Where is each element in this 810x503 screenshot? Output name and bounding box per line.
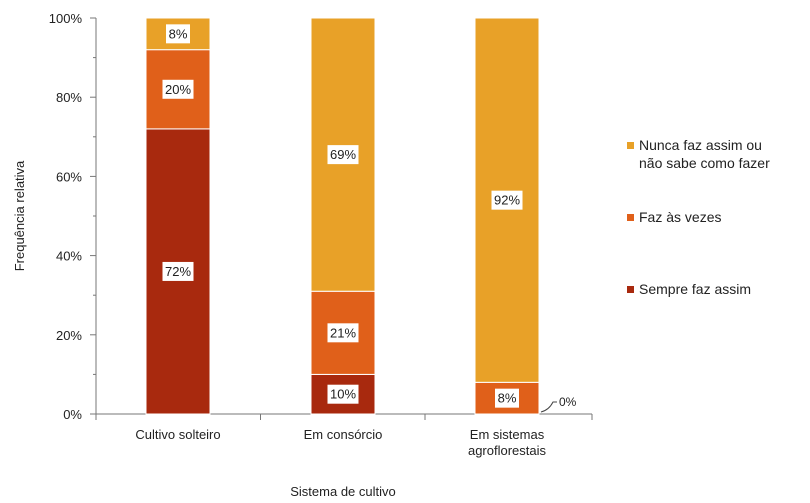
- data-label: 20%: [165, 82, 191, 97]
- legend-swatch: [627, 286, 634, 293]
- data-label: 21%: [330, 325, 356, 340]
- data-label: 72%: [165, 264, 191, 279]
- data-label-box: [491, 190, 523, 210]
- legend-swatch: [627, 142, 634, 149]
- data-label: 10%: [330, 387, 356, 402]
- data-label: 92%: [494, 193, 520, 208]
- y-tick-label: 20%: [56, 328, 82, 343]
- x-axis: Cultivo solteiro Em consórcio Em sistemas a…: [95, 413, 593, 458]
- y-tick-label: 80%: [56, 90, 82, 105]
- y-tick-label: 60%: [56, 169, 82, 184]
- legend-swatch: [627, 214, 634, 221]
- callout-label: 0%: [559, 395, 577, 409]
- y-axis: 0% 20% 40% 60% 80% 100%: [49, 11, 97, 422]
- data-label: 8%: [169, 26, 188, 41]
- legend-label: Sempre faz assim: [639, 281, 751, 297]
- data-label-box: [162, 261, 194, 281]
- y-tick-label: 0%: [63, 407, 82, 422]
- legend: Nunca faz assim ou não sabe como fazer Faz…: [627, 137, 770, 297]
- legend-label: Faz às vezes: [639, 209, 721, 225]
- bars: 72% 20% 8% 10% 21% 69% 8% 92% 0%: [145, 17, 577, 415]
- data-label-box: [327, 323, 359, 343]
- data-label-box: [327, 384, 359, 404]
- y-tick-label: 40%: [56, 249, 82, 264]
- x-axis-title: Sistema de cultivo: [290, 484, 396, 499]
- x-tick-label: Em sistemas agroflorestais: [468, 427, 547, 458]
- data-label-box: [327, 145, 359, 165]
- x-tick-label: Cultivo solteiro: [135, 427, 220, 442]
- data-label-box: [495, 388, 519, 408]
- data-label-box: [166, 24, 190, 44]
- legend-label: Nunca faz assim ou não sabe como fazer: [639, 137, 770, 171]
- data-label: 8%: [498, 391, 517, 406]
- callout-leader-line: [540, 401, 557, 413]
- data-label: 69%: [330, 147, 356, 162]
- y-tick-label: 100%: [49, 11, 83, 26]
- x-tick-label: Em consórcio: [304, 427, 383, 442]
- data-label-box: [162, 79, 194, 99]
- y-axis-title: Frequência relativa: [12, 160, 27, 271]
